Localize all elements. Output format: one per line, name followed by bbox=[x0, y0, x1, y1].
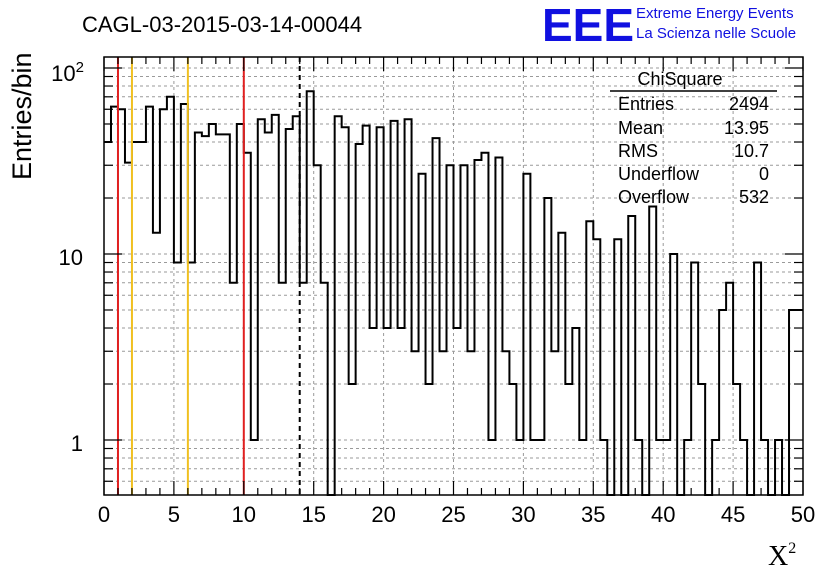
histogram-bin bbox=[454, 328, 461, 495]
histogram-bin bbox=[195, 133, 202, 495]
histogram-bin bbox=[230, 283, 237, 495]
stats-label: RMS bbox=[618, 141, 658, 161]
histogram-bin bbox=[216, 134, 223, 495]
histogram-bin bbox=[356, 144, 363, 495]
histogram-bin bbox=[321, 283, 328, 495]
histogram-bin bbox=[293, 116, 300, 495]
histogram-bin bbox=[300, 283, 307, 495]
histogram-bin bbox=[691, 263, 698, 495]
histogram-bin bbox=[614, 239, 621, 495]
x-tick-label: 15 bbox=[301, 502, 325, 527]
histogram-bin bbox=[481, 153, 488, 495]
histogram-outline bbox=[104, 90, 803, 496]
stats-label: Underflow bbox=[618, 164, 700, 184]
histogram-bin bbox=[460, 165, 467, 495]
histogram-bin bbox=[789, 310, 796, 495]
histogram-bin bbox=[593, 239, 600, 495]
stats-box: ChiSquare Entries 2494 Mean 13.95 RMS 10… bbox=[610, 69, 777, 207]
stats-title: ChiSquare bbox=[637, 69, 722, 89]
histogram-bin bbox=[272, 115, 279, 495]
x-tick-label: 0 bbox=[98, 502, 110, 527]
stats-value: 10.7 bbox=[734, 141, 769, 161]
y-tick-label-10: 10 bbox=[59, 245, 83, 270]
x-tick-label: 5 bbox=[168, 502, 180, 527]
histogram-bin bbox=[419, 174, 426, 495]
histogram-bin bbox=[314, 165, 321, 495]
stats-value: 2494 bbox=[729, 94, 769, 114]
stats-value: 532 bbox=[739, 187, 769, 207]
histogram-bin bbox=[726, 283, 733, 495]
histogram-bin bbox=[181, 104, 188, 495]
histogram-bin bbox=[447, 165, 454, 495]
histogram-bin bbox=[223, 134, 230, 495]
histogram-bin bbox=[132, 142, 139, 495]
histogram-bin bbox=[391, 121, 398, 495]
stats-value: 13.95 bbox=[724, 118, 769, 138]
histogram-bin bbox=[265, 133, 272, 495]
x-tick-label: 50 bbox=[791, 502, 815, 527]
histogram-bin bbox=[335, 116, 342, 495]
y-tick-label-100: 102 bbox=[51, 59, 84, 86]
stats-label: Mean bbox=[618, 118, 663, 138]
x-tick-label: 20 bbox=[371, 502, 395, 527]
x-tick-label: 45 bbox=[721, 502, 745, 527]
histogram-bin bbox=[719, 310, 726, 495]
stats-label: Entries bbox=[618, 94, 674, 114]
histogram-bin bbox=[628, 216, 635, 495]
histogram-bin bbox=[104, 142, 111, 495]
histogram-bin bbox=[258, 119, 265, 495]
histogram-bin bbox=[398, 328, 405, 495]
histogram-bin bbox=[307, 91, 314, 495]
histogram-bin bbox=[670, 254, 677, 495]
histogram-bin bbox=[572, 328, 579, 495]
histogram-bin bbox=[796, 310, 803, 495]
histogram-bin bbox=[412, 351, 419, 495]
histogram-bin bbox=[244, 153, 251, 495]
histogram-bin bbox=[118, 109, 125, 495]
histogram-bin bbox=[502, 351, 509, 495]
histogram-bin bbox=[754, 263, 761, 495]
histogram-bin bbox=[167, 97, 174, 495]
histogram-bin bbox=[467, 351, 474, 495]
x-tick-label: 40 bbox=[651, 502, 675, 527]
histogram-bin bbox=[188, 263, 195, 495]
histogram-bin bbox=[405, 119, 412, 495]
histogram-bin bbox=[544, 198, 551, 495]
histogram-bin bbox=[279, 283, 286, 495]
y-axis-label: Entries/bin bbox=[7, 52, 37, 180]
chart-title: CAGL-03-2015-03-14-00044 bbox=[82, 12, 362, 37]
x-tick-label: 10 bbox=[232, 502, 256, 527]
histogram-bin bbox=[523, 174, 530, 495]
x-tick-label: 25 bbox=[441, 502, 465, 527]
histogram-bin bbox=[495, 158, 502, 495]
stats-value: 0 bbox=[759, 164, 769, 184]
histogram-bin bbox=[125, 163, 132, 495]
histogram-bin bbox=[202, 136, 209, 495]
histogram-bin bbox=[551, 351, 558, 495]
histogram-bin bbox=[139, 142, 146, 495]
eee-logo-mark: EEE bbox=[542, 0, 634, 51]
logo-line-2: La Scienza nelle Scuole bbox=[636, 25, 796, 42]
histogram-bin bbox=[160, 109, 167, 495]
histogram-bin bbox=[384, 328, 391, 495]
x-tick-label: 30 bbox=[511, 502, 535, 527]
reference-lines bbox=[116, 57, 301, 495]
histogram-bin bbox=[370, 328, 377, 495]
x-tick-labels: 0 5 10 15 20 25 30 35 40 45 50 bbox=[98, 502, 815, 527]
histogram-bin bbox=[433, 138, 440, 495]
axis-ticks bbox=[103, 57, 804, 495]
stats-label: Overflow bbox=[618, 187, 690, 207]
x-tick-label: 35 bbox=[581, 502, 605, 527]
histogram-bin bbox=[174, 263, 181, 495]
histogram-bin bbox=[440, 351, 447, 495]
x-axis-label: X2 bbox=[768, 540, 796, 572]
logo-line-1: Extreme Energy Events bbox=[636, 5, 794, 22]
y-tick-label-1: 1 bbox=[71, 431, 83, 456]
eee-logo: EEE Extreme Energy Events La Scienza nel… bbox=[542, 0, 796, 51]
